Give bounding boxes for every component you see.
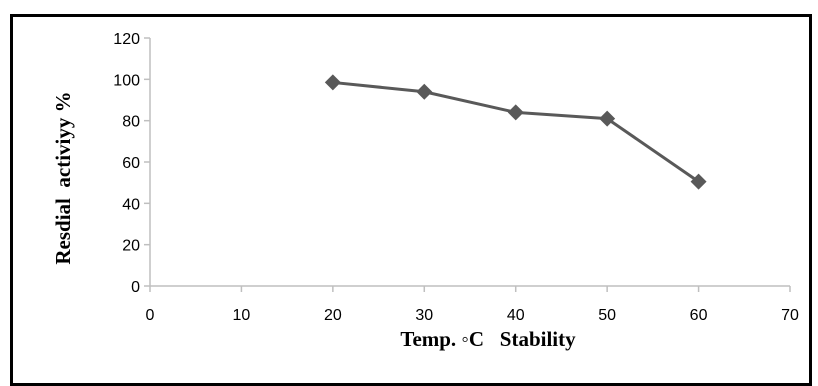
y-tick-label: 80 bbox=[122, 114, 140, 131]
data-point-marker bbox=[690, 173, 707, 190]
x-tick-label: 20 bbox=[324, 307, 342, 324]
x-axis-title: Temp. ◦C Stability bbox=[400, 327, 576, 351]
x-tick-label: 10 bbox=[233, 307, 251, 324]
x-tick-label: 50 bbox=[598, 307, 616, 324]
data-point-marker bbox=[507, 104, 524, 121]
y-tick-label: 0 bbox=[131, 279, 140, 296]
y-tick-label: 100 bbox=[113, 72, 140, 89]
y-tick-label: 20 bbox=[122, 238, 140, 255]
y-tick-label: 40 bbox=[122, 196, 140, 213]
tick-labels-layer: 0 20 40 60 80 100 120 0 10 20 30 40 50 60 70 bbox=[113, 31, 799, 324]
axes-layer bbox=[144, 37, 791, 292]
chart-frame bbox=[10, 14, 812, 386]
x-tick-label: 0 bbox=[146, 307, 155, 324]
x-tick-label: 70 bbox=[781, 307, 799, 324]
data-point-marker bbox=[416, 83, 433, 100]
series-line bbox=[332, 80, 700, 183]
y-axis-title: Resdial activiyy % bbox=[51, 91, 75, 264]
data-point-marker bbox=[599, 110, 616, 127]
x-tick-label: 30 bbox=[415, 307, 433, 324]
x-tick-label: 60 bbox=[690, 307, 708, 324]
data-point-marker bbox=[324, 74, 341, 91]
series-layer bbox=[324, 74, 707, 190]
y-tick-label: 60 bbox=[122, 155, 140, 172]
y-tick-label: 120 bbox=[113, 31, 140, 48]
x-tick-label: 40 bbox=[507, 307, 525, 324]
